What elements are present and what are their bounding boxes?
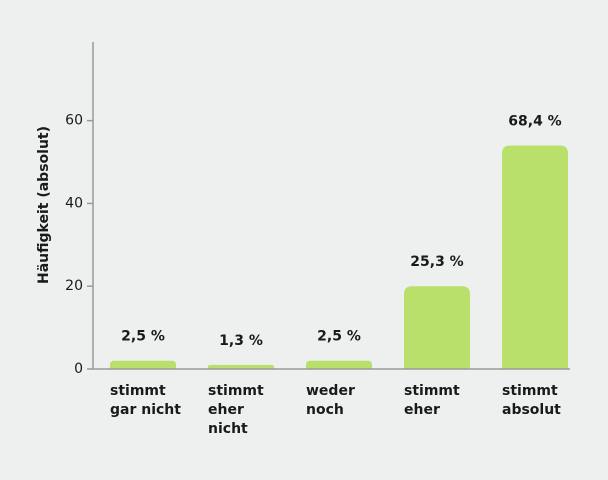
bar-annotation: 68,4 % [508,113,561,129]
bar-annotation: 2,5 % [121,329,165,345]
x-tick-label: absolut [502,402,561,418]
y-tick-label: 60 [65,113,83,129]
bar [502,145,568,369]
x-tick-label: stimmt [208,383,264,399]
y-tick-label: 40 [65,195,83,211]
x-tick-label: stimmt [404,383,460,399]
x-tick-label: weder [306,383,355,399]
x-tick-label: stimmt [502,383,558,399]
x-tick-label: stimmt [110,383,166,399]
x-tick-label: gar nicht [110,402,181,418]
bar-annotation: 1,3 % [219,333,263,349]
bar [110,360,176,369]
x-tick-label: noch [306,402,344,418]
x-tick-label: nicht [208,421,248,437]
y-tick-label: 0 [74,361,83,377]
y-axis-label: Häufigkeit (absolut) [36,126,52,284]
y-tick-label: 20 [65,278,83,294]
x-tick-label: eher [208,402,244,418]
bar-annotation: 25,3 % [410,254,463,270]
bar [208,364,274,369]
bar-annotation: 2,5 % [317,329,361,345]
bar [404,286,470,369]
x-tick-label: eher [404,402,440,418]
bar [306,360,372,369]
